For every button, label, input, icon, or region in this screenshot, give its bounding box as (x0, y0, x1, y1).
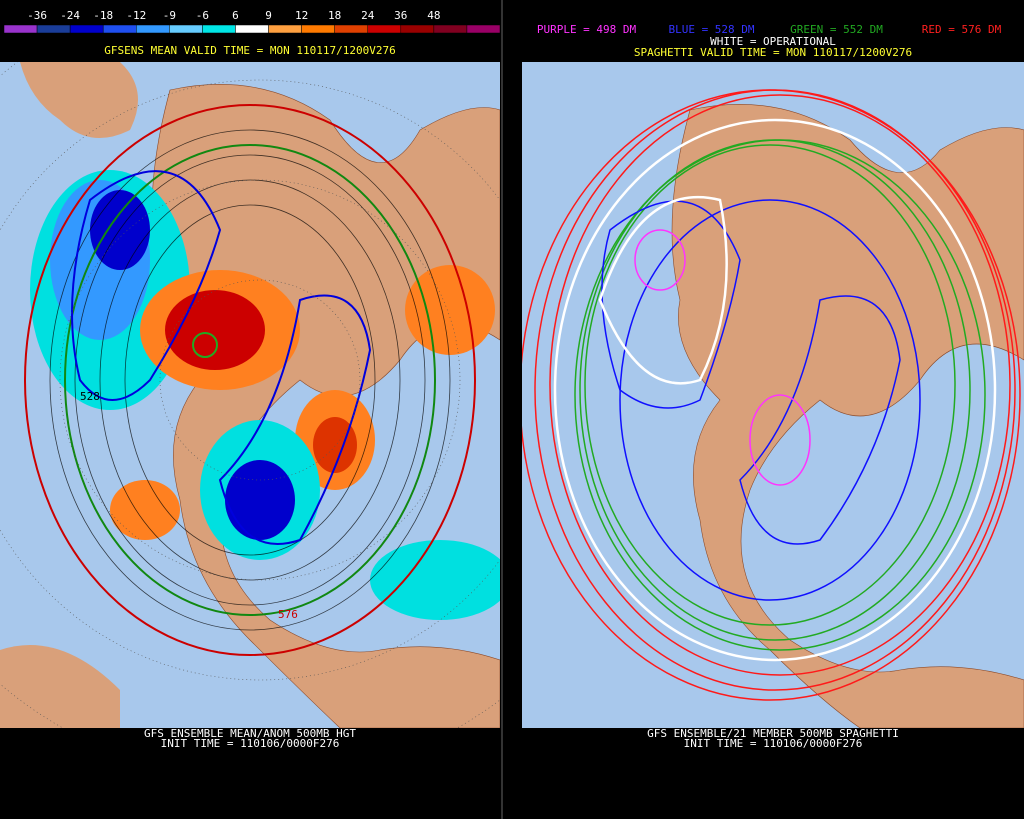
colorbar-swatch (400, 24, 435, 34)
right-footer: GFS ENSEMBLE/21 MEMBER 500MB SPAGHETTI (647, 727, 899, 740)
colorbar-swatch (466, 24, 501, 34)
colorbar-swatch (268, 24, 302, 34)
left-footer: INIT TIME = 110106/0000F276 (161, 737, 340, 750)
colorbar: -36 -24 -18 -12 -9 -6 6 9 12 18 24 36 48 (3, 9, 501, 34)
right-map (522, 62, 1024, 728)
colorbar-swatch (3, 24, 38, 34)
colorbar-swatch (367, 24, 402, 34)
right-title: SPAGHETTI VALID TIME = MON 110117/1200V2… (634, 46, 912, 59)
colorbar-label: -18 (93, 9, 113, 22)
colorbar-swatch (202, 24, 236, 34)
left-map (0, 62, 500, 728)
contour-label: 528 (80, 390, 100, 403)
colorbar-label: 48 (427, 9, 440, 22)
colorbar-label: 24 (361, 9, 375, 22)
colorbar-label: -12 (126, 9, 146, 22)
colorbar-label: 36 (394, 9, 407, 22)
legend-entry: BLUE = 528 DM (668, 23, 754, 36)
colorbar-swatch (433, 24, 468, 34)
colorbar-label: 6 (232, 9, 239, 22)
colorbar-swatch (301, 24, 335, 34)
divider (501, 0, 503, 819)
colorbar-label: -6 (196, 9, 209, 22)
colorbar-label: 18 (328, 9, 341, 22)
left-footer: GFS ENSEMBLE MEAN/ANOM 500MB HGT (144, 727, 356, 740)
colorbar-label: -9 (163, 9, 176, 22)
contour-label: 576 (278, 608, 298, 621)
colorbar-label: -36 (27, 9, 47, 22)
colorbar-swatch (169, 24, 203, 34)
colorbar-swatch (235, 24, 269, 34)
colorbar-label: 12 (295, 9, 308, 22)
legend-entry: RED = 576 DM (922, 23, 1002, 36)
colorbar-swatch (136, 24, 170, 34)
colorbar-swatch (69, 24, 104, 34)
operational-label: WHITE = OPERATIONAL (710, 35, 836, 48)
colorbar-label: 9 (265, 9, 272, 22)
colorbar-label: -24 (60, 9, 80, 22)
colorbar-swatch (36, 24, 71, 34)
colorbar-swatch (102, 24, 137, 34)
right-footer: INIT TIME = 110106/0000F276 (684, 737, 863, 750)
colorbar-swatch (334, 24, 368, 34)
legend-entry: PURPLE = 498 DM (537, 23, 637, 36)
left-title: GFSENS MEAN VALID TIME = MON 110117/1200… (104, 44, 395, 57)
legend-entry: GREEN = 552 DM (790, 23, 883, 36)
